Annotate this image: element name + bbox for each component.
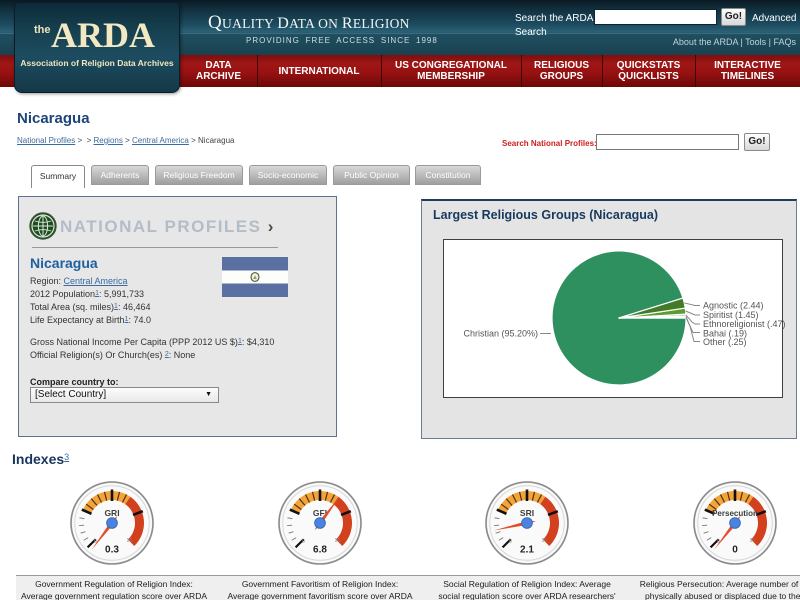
svg-text:Other (.25): Other (.25) <box>703 337 747 347</box>
svg-text:Bahai (.19): Bahai (.19) <box>703 328 747 338</box>
svg-text:6.8: 6.8 <box>313 545 327 556</box>
svg-text:0.3: 0.3 <box>105 545 119 556</box>
svg-text:10: 10 <box>127 538 133 544</box>
svg-text:0: 0 <box>717 539 720 545</box>
svg-text:Persecution: Persecution <box>712 509 758 518</box>
svg-text:Christian (95.20%): Christian (95.20%) <box>463 329 538 339</box>
svg-text:2.1: 2.1 <box>520 545 534 556</box>
svg-text:0: 0 <box>94 539 97 545</box>
svg-text:Spiritist (1.45): Spiritist (1.45) <box>703 310 759 320</box>
svg-text:Agnostic (2.44): Agnostic (2.44) <box>703 301 764 311</box>
svg-text:0: 0 <box>302 539 305 545</box>
svg-text:GRI: GRI <box>104 508 119 518</box>
svg-text:Ethnoreligionist (.47): Ethnoreligionist (.47) <box>703 319 786 329</box>
svg-text:0: 0 <box>509 539 512 545</box>
svg-text:0: 0 <box>732 545 738 556</box>
svg-text:10: 10 <box>750 538 756 544</box>
svg-text:10: 10 <box>335 538 341 544</box>
svg-text:GFI: GFI <box>313 508 327 518</box>
svg-text:SRI: SRI <box>520 508 534 518</box>
svg-text:10: 10 <box>542 538 548 544</box>
